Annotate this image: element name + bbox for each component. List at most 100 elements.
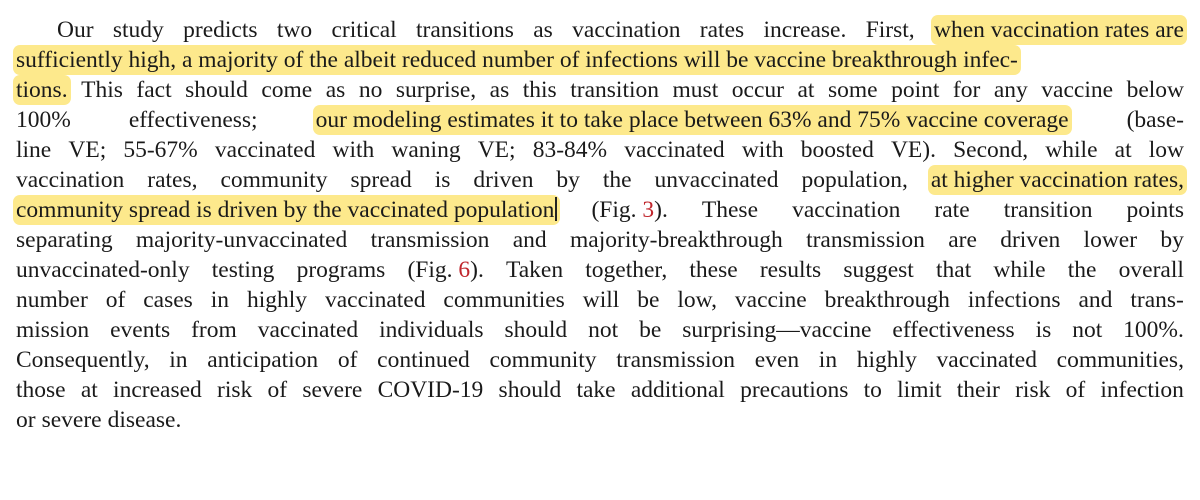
word: suggest xyxy=(843,257,914,283)
word: together, xyxy=(585,257,668,283)
word: lower xyxy=(1083,227,1138,253)
word: the xyxy=(602,167,632,193)
word: fact xyxy=(136,77,172,103)
word: transitions xyxy=(416,17,514,43)
word: boosted xyxy=(800,137,874,163)
figure-reference-link[interactable]: 3 xyxy=(642,197,655,223)
text-cursor xyxy=(555,197,558,221)
word: Second, xyxy=(953,137,1029,163)
text-line: 100% effectiveness; our modeling estimates… xyxy=(16,105,1184,135)
word: trans- xyxy=(1130,287,1184,313)
word: infections xyxy=(967,287,1061,313)
text-line: sufficiently high, a majority of the alb… xyxy=(13,45,1184,75)
text-line: mission events from vaccinated individuals sh… xyxy=(16,315,1184,345)
word: majority-breakthrough xyxy=(570,227,783,253)
word: These xyxy=(701,197,759,223)
word: and xyxy=(512,227,547,253)
word: these xyxy=(689,257,738,283)
word: vaccination xyxy=(16,167,125,193)
word: by xyxy=(1160,227,1184,253)
word: communities xyxy=(443,287,565,313)
text-line: unvaccinated-only testing programs (Fig. 6)… xyxy=(16,255,1184,285)
word: rate xyxy=(934,197,970,223)
word: vaccinated xyxy=(936,347,1037,373)
figure-reference-link[interactable]: 6 xyxy=(458,257,471,283)
word: and xyxy=(1078,287,1113,313)
word: of xyxy=(267,377,288,403)
word: by xyxy=(556,167,580,193)
word: transmission xyxy=(806,227,925,253)
word: come xyxy=(261,77,313,103)
word: with xyxy=(332,137,375,163)
word: to xyxy=(863,377,882,403)
word: will xyxy=(582,287,620,313)
word: as xyxy=(533,17,553,43)
word: be xyxy=(639,317,662,343)
word: some xyxy=(827,77,878,103)
text-line: line VE; 55-67% vaccinated with waning VE; 83-8… xyxy=(16,135,1184,165)
word: 83-84% xyxy=(532,137,608,163)
word: disease. xyxy=(107,407,182,433)
word: additional xyxy=(630,377,725,403)
word: transmission xyxy=(616,347,736,373)
word: rates xyxy=(699,17,745,43)
text-line: community spread is driven by the vaccin… xyxy=(13,195,1184,225)
word: separating xyxy=(16,227,113,253)
word: occur xyxy=(731,77,784,103)
word: take xyxy=(576,377,616,403)
word: waning xyxy=(391,137,461,163)
word: in xyxy=(169,347,188,373)
word: no xyxy=(358,77,383,103)
word: continued xyxy=(377,347,470,373)
word: individuals xyxy=(379,317,484,343)
word: driven xyxy=(473,167,534,193)
word: not xyxy=(588,317,619,343)
word: effectiveness xyxy=(892,317,1015,343)
word: testing xyxy=(211,257,275,283)
word: unvaccinated xyxy=(654,167,779,193)
word: in xyxy=(210,287,230,313)
word: number xyxy=(16,287,88,313)
word: those xyxy=(16,377,66,403)
word: at xyxy=(797,77,815,103)
word: spread xyxy=(350,167,412,193)
word: increase. xyxy=(763,17,847,43)
word: anticipation xyxy=(207,347,319,373)
word: even xyxy=(754,347,800,373)
word: point xyxy=(891,77,940,103)
word: should xyxy=(185,77,248,103)
word: are xyxy=(948,227,977,253)
word: or xyxy=(16,407,36,433)
word: limit xyxy=(897,377,942,403)
word: critical xyxy=(331,17,397,43)
word: of xyxy=(1065,377,1086,403)
word: be xyxy=(637,287,660,313)
word: unvaccinated-only xyxy=(16,257,190,283)
word: VE; xyxy=(477,137,516,163)
word: VE). xyxy=(890,137,936,163)
highlighted-text: our modeling estimates it to take place … xyxy=(312,105,1072,135)
word: vaccine xyxy=(734,287,807,313)
word: This xyxy=(81,77,123,103)
word: vaccine xyxy=(1041,77,1114,103)
word: rates, xyxy=(147,167,198,193)
word: Taken xyxy=(506,257,564,283)
word: should xyxy=(498,377,562,403)
word: while xyxy=(993,257,1046,283)
word: events xyxy=(110,317,171,343)
word: risk xyxy=(1015,377,1051,403)
word: surprising—vaccine xyxy=(682,317,872,343)
word: severe xyxy=(41,407,102,433)
word: (base- xyxy=(1126,107,1184,133)
word: 100%. xyxy=(1123,317,1184,343)
text-line: Consequently, in anticipation of continued co… xyxy=(16,345,1184,375)
word: majority-unvaccinated xyxy=(135,227,348,253)
highlighted-text: tions. xyxy=(13,75,71,105)
word: First, xyxy=(865,17,915,43)
text-line: or severe disease. xyxy=(16,405,1184,435)
word: with xyxy=(741,137,784,163)
word: two xyxy=(276,17,313,43)
word: effectiveness; xyxy=(128,107,258,133)
highlighted-text: sufficiently high, a majority of the alb… xyxy=(13,45,1021,75)
word: programs xyxy=(296,257,386,283)
